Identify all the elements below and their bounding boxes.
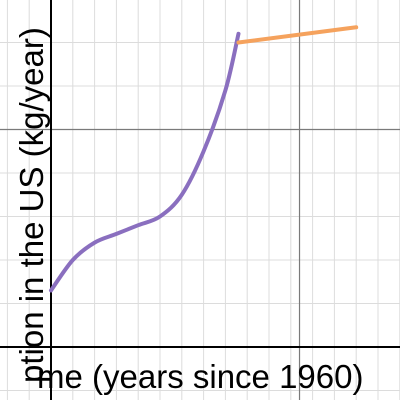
x-axis-label: me (years since 1960) (37, 358, 363, 395)
series-line-1 (236, 25, 359, 45)
y-axis-label: ption in the US (kg/year) (13, 27, 50, 383)
series-line-0 (49, 31, 241, 293)
series-layer (49, 25, 359, 293)
